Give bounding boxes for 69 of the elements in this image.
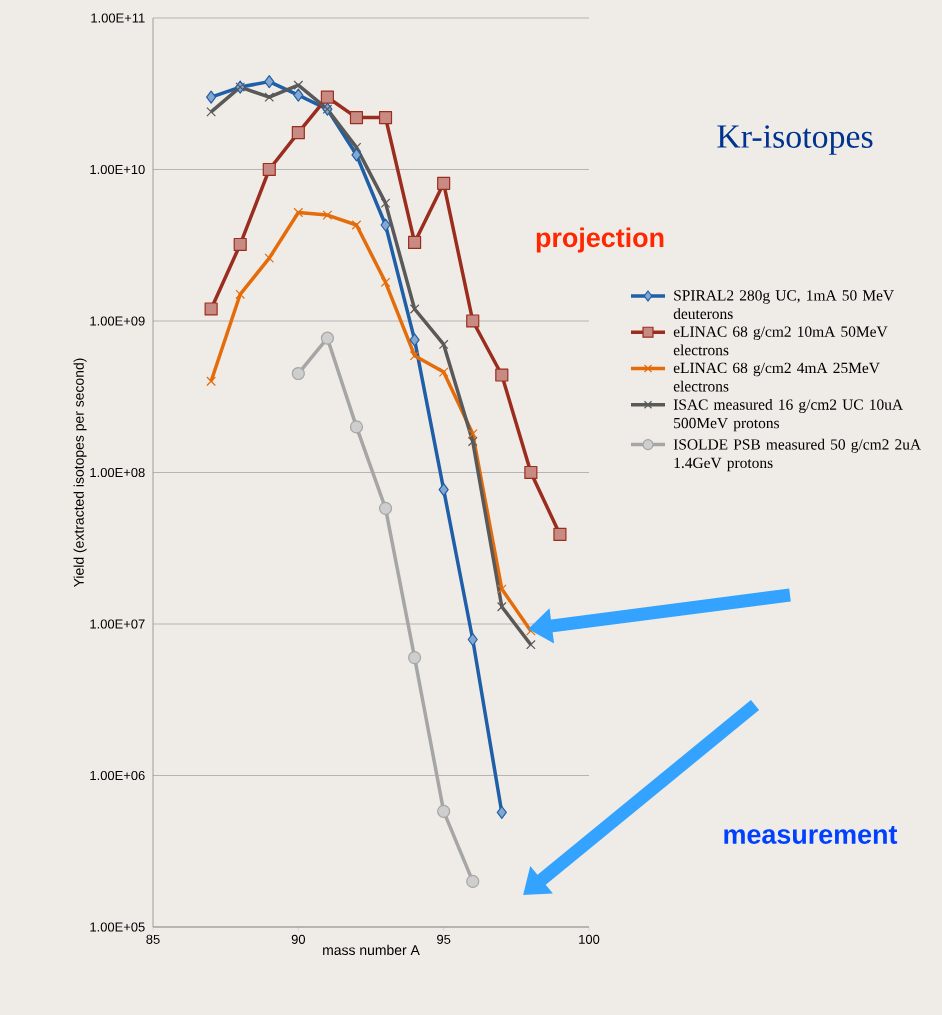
y-tick-label: 1.00E+11 [91, 13, 145, 23]
point [351, 148, 362, 162]
point [438, 367, 449, 377]
point [409, 304, 420, 314]
y-tick-label: 1.00E+10 [90, 164, 145, 175]
point [206, 107, 216, 117]
x-axis-title: mass number A [323, 944, 420, 956]
point [378, 111, 393, 125]
point [206, 90, 217, 104]
point [496, 805, 507, 820]
point [293, 207, 304, 218]
point [293, 80, 304, 91]
point [380, 277, 391, 288]
point [408, 651, 422, 665]
point [351, 142, 362, 153]
point [380, 218, 391, 232]
x-tick-label: 90 [291, 934, 306, 944]
point [320, 331, 334, 345]
point [466, 874, 480, 888]
point [466, 314, 480, 328]
point [437, 176, 451, 190]
point [380, 198, 391, 208]
point [206, 376, 216, 387]
legend-label: eLINAC 68 g/cm2 4mA 25MeV electrons [673, 362, 880, 392]
point [291, 366, 305, 381]
point [378, 501, 393, 515]
point [438, 339, 449, 350]
text: measurement [724, 826, 898, 844]
point [320, 90, 334, 104]
point [293, 88, 304, 102]
y-tick-label: 1.00E+08 [90, 467, 145, 478]
point [235, 289, 246, 300]
point [233, 237, 247, 252]
point [322, 210, 333, 220]
y-axis-title: Yield (extracted isotopes per second) [73, 358, 87, 588]
y-tick-label: 1.00E+06 [90, 770, 145, 781]
text: Kr-isotopes [717, 125, 873, 155]
point [409, 333, 420, 347]
x-tick-label: 100 [579, 934, 600, 944]
point [264, 75, 275, 89]
point [496, 601, 507, 612]
y-tick-label: 1.00E+07 [90, 619, 145, 629]
point [409, 350, 420, 361]
point [438, 483, 449, 497]
x-tick-label: 95 [437, 934, 451, 944]
point [467, 632, 478, 647]
x-tick-label: 85 [146, 934, 160, 944]
point [204, 302, 218, 316]
point [408, 235, 422, 250]
annotation: projection [536, 227, 664, 253]
point [467, 428, 478, 439]
point [291, 126, 305, 140]
point [495, 368, 509, 382]
point [496, 584, 507, 594]
point [524, 465, 538, 480]
legend-label: ISOLDE PSB measured 50 g/cm2 2uA 1.4GeV protons [673, 438, 921, 472]
point [526, 639, 536, 650]
point [262, 162, 276, 177]
point [264, 92, 275, 103]
point [437, 804, 451, 818]
point [467, 436, 478, 447]
legend-label: ISAC measured 16 g/cm2 UC 10uA 500MeV protons [673, 398, 903, 432]
point [553, 527, 567, 542]
point [349, 111, 364, 125]
y-tick-label: 1.00E+05 [90, 922, 145, 932]
point [349, 420, 364, 434]
y-tick-label: 1.00E+09 [90, 316, 145, 326]
point [351, 220, 362, 230]
point [526, 626, 536, 636]
